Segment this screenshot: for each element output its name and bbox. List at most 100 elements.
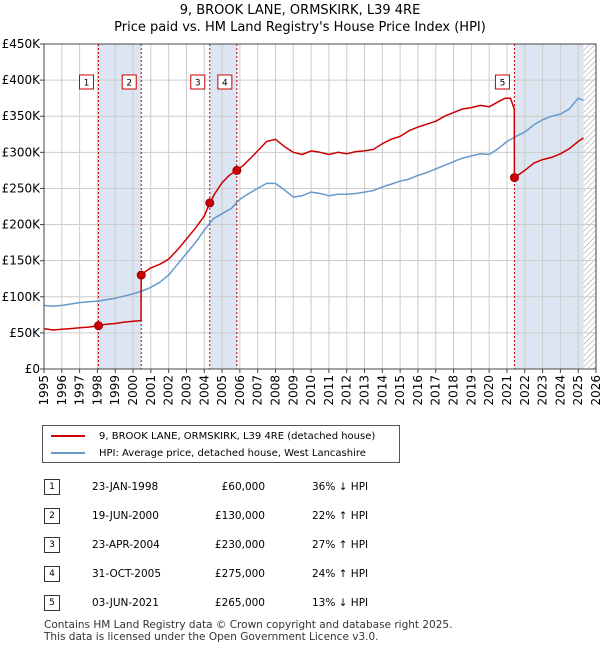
sale-number: 2 <box>44 508 60 524</box>
y-tick-label: £350K <box>2 109 42 123</box>
sale-marker-lines <box>97 44 515 369</box>
y-tick-label: £400K <box>2 73 42 87</box>
y-tick-label: £100K <box>2 290 42 304</box>
sale-point <box>232 165 242 175</box>
x-tick-label: 2000 <box>126 375 140 406</box>
x-tick-label: 2004 <box>197 375 211 406</box>
legend-item-property: 9, BROOK LANE, ORMSKIRK, L39 4RE (detach… <box>51 428 375 444</box>
x-tick-label: 1996 <box>55 375 69 406</box>
sale-point <box>93 321 103 331</box>
x-tick-label: 2017 <box>429 375 443 406</box>
y-tick-label: £150K <box>2 254 42 268</box>
x-tick-label: 2021 <box>500 375 514 406</box>
sale-number-label: 3 <box>195 79 201 89</box>
x-tick-label: 2001 <box>144 375 158 406</box>
x-tick-label: 2012 <box>340 375 354 406</box>
x-tick-label: 2020 <box>482 375 496 406</box>
series-lines <box>44 97 584 331</box>
sale-number-box <box>190 74 206 90</box>
x-tick-label: 2014 <box>375 375 389 406</box>
shaded-range <box>514 44 584 369</box>
plot-frame <box>43 43 597 370</box>
x-tick-label: 2009 <box>286 375 300 406</box>
legend-label-hpi: HPI: Average price, detached house, West… <box>99 447 366 459</box>
title-line-2: Price paid vs. HM Land Registry's House … <box>114 20 486 35</box>
x-tick-label: 2026 <box>589 375 600 406</box>
sale-date: 03-JUN-2021 <box>92 597 159 609</box>
sale-number: 3 <box>44 537 60 553</box>
sale-number-label: 5 <box>500 79 506 89</box>
series-line-property <box>44 97 584 331</box>
x-tick-label: 2005 <box>215 375 229 406</box>
sale-hpi-change: 24% ↑ HPI <box>312 568 369 580</box>
sale-price: £230,000 <box>214 539 265 551</box>
sale-number-label: 2 <box>126 79 132 89</box>
sale-number: 1 <box>44 479 60 495</box>
y-tick-label: £0 <box>25 362 40 376</box>
x-tick-label: 1995 <box>37 375 51 406</box>
footer: Contains HM Land Registry data © Crown c… <box>44 619 452 643</box>
x-tick-label: 2006 <box>233 375 247 406</box>
legend-swatch-property <box>51 435 85 437</box>
title-line-1: 9, BROOK LANE, ORMSKIRK, L39 4RE <box>179 3 421 18</box>
footer-line-1: Contains HM Land Registry data © Crown c… <box>44 619 453 631</box>
sale-number-label: 1 <box>84 79 90 89</box>
legend-item-hpi: HPI: Average price, detached house, West… <box>51 445 366 461</box>
y-tick-label: £250K <box>2 181 42 195</box>
x-tick-label: 2019 <box>464 375 478 406</box>
y-tick-label: £450K <box>2 37 42 51</box>
sale-price: £130,000 <box>214 510 265 522</box>
x-tick-label: 2003 <box>179 375 193 406</box>
sale-number-box <box>78 74 94 90</box>
x-tick-label: 1999 <box>108 375 122 406</box>
shaded-range <box>98 44 142 369</box>
sale-number-box <box>217 74 233 90</box>
axes: £0 £50K £100K £150K £200K £250K £300K £350K £400… <box>2 37 600 406</box>
sale-point <box>136 270 146 280</box>
x-tick-label: 2018 <box>447 375 461 406</box>
table-row: 2 19-JUN-2000 £130,000 22% ↑ HPI <box>0 507 600 525</box>
x-tick-label: 2008 <box>268 375 282 406</box>
y-tick-label: £300K <box>2 145 42 159</box>
x-tick-label: 2025 <box>571 375 585 406</box>
y-tick-label: £200K <box>2 218 42 232</box>
sale-point <box>205 198 215 208</box>
chart-title: 9, BROOK LANE, ORMSKIRK, L39 4RE Price p… <box>0 2 600 36</box>
table-row: 4 31-OCT-2005 £275,000 24% ↑ HPI <box>0 565 600 583</box>
sale-hpi-change: 27% ↑ HPI <box>312 539 369 551</box>
price-chart: 1 2 3 4 5 £0 £50K £100K £150K £200K £250K £300K £35… <box>2 37 600 406</box>
sale-price: £265,000 <box>214 597 265 609</box>
legend-swatch-hpi <box>51 452 85 454</box>
sale-number-box <box>494 74 510 90</box>
sale-number-label: 4 <box>222 79 228 89</box>
sale-points <box>93 165 519 331</box>
x-tick-label: 2022 <box>518 375 532 406</box>
x-tick-label: 2011 <box>322 375 336 406</box>
x-tick-label: 2016 <box>411 375 425 406</box>
sale-hpi-change: 36% ↓ HPI <box>312 481 369 493</box>
x-tick-label: 2013 <box>358 375 372 406</box>
legend-label-property: 9, BROOK LANE, ORMSKIRK, L39 4RE (detach… <box>99 430 376 442</box>
x-tick-label: 2015 <box>393 375 407 406</box>
series-line-hpi <box>44 97 584 307</box>
x-tick-label: 2024 <box>553 375 567 406</box>
x-tick-label: 1997 <box>73 375 87 406</box>
x-tick-label: 2007 <box>251 375 265 406</box>
table-row: 3 23-APR-2004 £230,000 27% ↑ HPI <box>0 536 600 554</box>
sale-number: 5 <box>44 595 60 611</box>
sale-date: 19-JUN-2000 <box>92 510 159 522</box>
sale-hpi-change: 22% ↑ HPI <box>312 510 369 522</box>
x-tick-label: 2023 <box>536 375 550 406</box>
table-row: 5 03-JUN-2021 £265,000 13% ↓ HPI <box>0 594 600 612</box>
sale-date: 23-JAN-1998 <box>92 481 159 493</box>
sale-point <box>509 173 519 183</box>
sale-number-box <box>121 74 137 90</box>
forecast-hatch <box>583 44 596 369</box>
sale-price: £60,000 <box>221 481 265 493</box>
sale-date: 31-OCT-2005 <box>92 568 161 580</box>
sale-number: 4 <box>44 566 60 582</box>
sale-number-boxes: 1 2 3 4 5 <box>78 74 510 90</box>
shaded-ranges <box>98 44 596 369</box>
sale-hpi-change: 13% ↓ HPI <box>312 597 369 609</box>
sale-price: £275,000 <box>214 568 265 580</box>
